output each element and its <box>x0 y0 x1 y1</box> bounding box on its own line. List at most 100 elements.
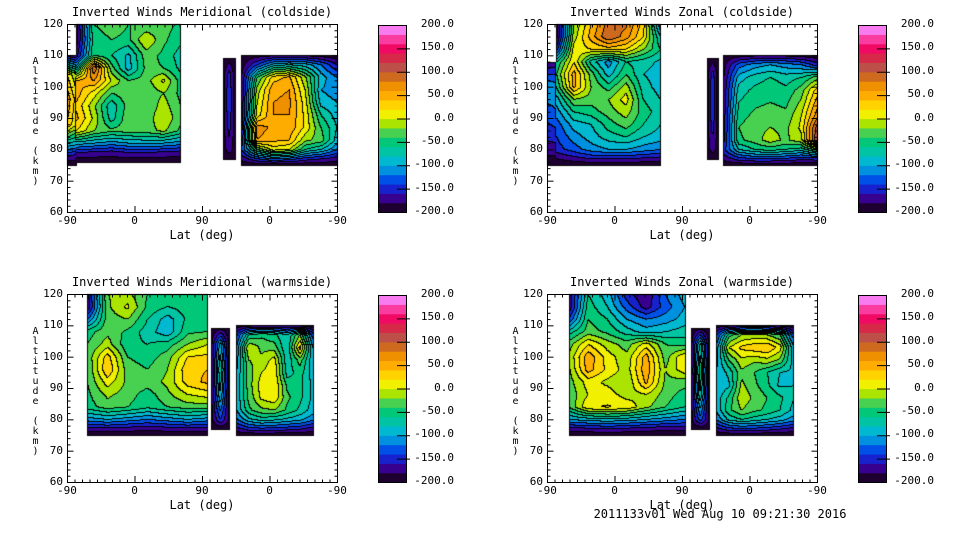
colorbar-band <box>378 34 406 45</box>
y-axis-label: Altitude (km) <box>30 326 41 456</box>
x-axis-label: Lat (deg) <box>169 498 235 512</box>
y-tick-label: 120 <box>523 287 543 300</box>
colorbar-band <box>378 313 406 324</box>
colorbar-band <box>378 425 406 436</box>
x-tick-label: 0 <box>746 214 753 227</box>
panel-title: Inverted Winds Meridional (warmside) <box>71 275 333 289</box>
colorbar-band <box>858 109 886 120</box>
plot-frame-svg <box>67 24 410 213</box>
x-tick-label: 0 <box>611 214 618 227</box>
colorbar-tick-label: 0.0 <box>914 110 934 124</box>
y-tick-label: 120 <box>43 287 63 300</box>
colorbar-band <box>858 332 886 343</box>
colorbar-band <box>858 416 886 427</box>
colorbar-band <box>858 183 886 194</box>
colorbar-band <box>858 202 886 213</box>
y-axis-label: Altitude (km) <box>510 326 521 456</box>
colorbar-band <box>858 323 886 333</box>
colorbar-band <box>378 444 406 455</box>
colorbar-band <box>378 25 406 35</box>
y-tick-label: 60 <box>49 475 63 488</box>
x-tick-label: 0 <box>266 484 273 497</box>
colorbar-tick-label: -200.0 <box>414 474 454 487</box>
colorbar-tick-label: 50.0 <box>907 357 935 371</box>
colorbar-band <box>858 360 886 371</box>
colorbar-tick-label: -150.0 <box>894 180 934 194</box>
colorbar-band <box>858 313 886 324</box>
colorbar-band <box>858 425 886 436</box>
x-tick-label: -90 <box>327 484 347 497</box>
colorbar-band <box>378 183 406 194</box>
colorbar-tick-label: 0.0 <box>434 380 454 394</box>
colorbar-band <box>858 34 886 45</box>
colorbar-band <box>858 388 886 399</box>
plot-box <box>67 24 338 213</box>
colorbar-band <box>858 99 886 110</box>
plot-box <box>547 294 818 483</box>
panel-meridional-coldside: Inverted Winds Meridional (coldside) 60 70… <box>0 0 480 270</box>
y-tick-label: 80 <box>49 142 63 156</box>
colorbar-tick-label: 0.0 <box>914 380 934 394</box>
y-tick-label: 60 <box>49 205 63 218</box>
colorbar-tick-label: -100.0 <box>414 157 454 171</box>
x-axis-label: Lat (deg) <box>169 228 235 242</box>
colorbar-band <box>378 43 406 54</box>
x-tick-label: 0 <box>746 484 753 497</box>
colorbar-band <box>378 369 406 380</box>
x-tick-label: -90 <box>537 484 557 497</box>
colorbar-band <box>858 53 886 63</box>
colorbar-band <box>378 71 406 82</box>
panel-zonal-coldside: Inverted Winds Zonal (coldside) 60 70 80 90 1… <box>480 0 960 270</box>
x-tick-label: 0 <box>131 214 138 227</box>
plot-box <box>547 24 818 213</box>
colorbar-band <box>378 379 406 390</box>
colorbar-tick-label: 150.0 <box>420 310 454 324</box>
y-tick-label: 120 <box>43 17 63 30</box>
colorbar-band <box>858 43 886 54</box>
y-tick-label: 100 <box>523 79 543 93</box>
colorbar-band <box>858 118 886 129</box>
colorbar-band <box>378 463 406 474</box>
x-tick-label: 90 <box>675 484 689 497</box>
y-tick-label: 60 <box>529 475 543 488</box>
colorbar-tick-label: 200.0 <box>900 17 934 30</box>
colorbar-band <box>378 193 406 204</box>
y-tick-label: 90 <box>49 381 63 394</box>
colorbar-tick-label: 0.0 <box>434 110 454 124</box>
y-tick-label: 100 <box>43 349 63 363</box>
panel-zonal-warmside: Inverted Winds Zonal (warmside) 60 70 80 90 1… <box>480 270 960 540</box>
plot-frame-svg <box>547 24 890 213</box>
colorbar-tick-label: -150.0 <box>894 450 934 464</box>
colorbar-band <box>378 165 406 176</box>
y-tick-label: 70 <box>529 443 543 457</box>
panel-title: Inverted Winds Zonal (warmside) <box>570 275 794 289</box>
colorbar-tick-label: -100.0 <box>414 427 454 441</box>
colorbar-band <box>378 146 406 157</box>
colorbar-band <box>378 99 406 110</box>
x-tick-label: 0 <box>131 484 138 497</box>
colorbar-band <box>378 416 406 427</box>
colorbar-band <box>378 90 406 101</box>
colorbar-band <box>378 435 406 446</box>
colorbar-band <box>378 174 406 185</box>
colorbar-band <box>378 118 406 129</box>
colorbar-tick-label: -150.0 <box>414 450 454 464</box>
colorbar-band <box>378 332 406 343</box>
x-tick-label: 0 <box>266 214 273 227</box>
y-tick-label: 120 <box>523 17 543 30</box>
colorbar-band <box>858 463 886 474</box>
y-tick-label: 70 <box>49 443 63 457</box>
colorbar-tick-label: 200.0 <box>420 287 454 300</box>
y-tick-label: 60 <box>529 205 543 218</box>
plot-box <box>67 294 338 483</box>
colorbar-band <box>378 127 406 138</box>
colorbar-band <box>378 62 406 73</box>
colorbar-band <box>858 71 886 82</box>
colorbar-band <box>378 407 406 418</box>
colorbar-band <box>858 295 886 305</box>
x-tick-label: -90 <box>807 214 827 227</box>
colorbar-band <box>858 341 886 352</box>
colorbar-band <box>858 369 886 380</box>
y-tick-label: 70 <box>529 173 543 187</box>
